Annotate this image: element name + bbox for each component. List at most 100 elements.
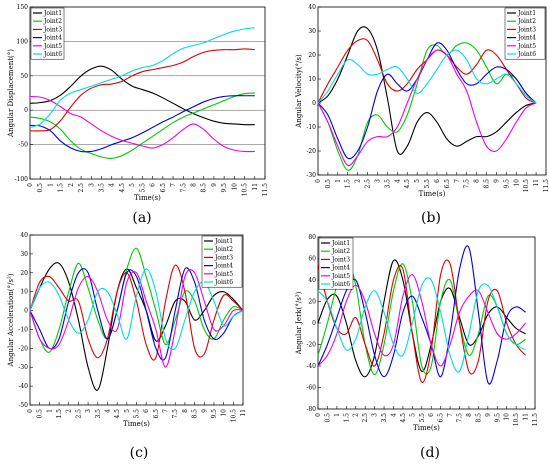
legend-entry: Joint1 [517, 10, 536, 17]
series-line-joint6 [317, 277, 526, 373]
x-tick-label: 11 [523, 413, 530, 421]
legend-entry: Joint2 [214, 246, 233, 253]
y-tick-label: 20 [20, 270, 28, 277]
x-tick-label: 9 [485, 413, 492, 417]
x-tick-label: 7.5 [180, 183, 187, 193]
x-tick-label: 0 [315, 413, 322, 417]
y-tick-label: 0 [312, 100, 316, 107]
x-tick-label: 9.5 [503, 179, 510, 189]
y-tick-label: 0 [312, 320, 316, 327]
y-tick-label: 10 [308, 76, 316, 83]
x-tick-label: 6 [150, 183, 157, 187]
legend-entry: Joint6 [43, 51, 62, 58]
x-tick-label: 8 [182, 409, 189, 413]
y-axis-label: Angular Displacement(°) [7, 49, 15, 138]
x-tick-label: 7 [447, 413, 454, 417]
x-tick-label: 8.5 [484, 179, 491, 189]
x-tick-label: 8 [466, 413, 473, 417]
y-tick-label: 40 [20, 232, 28, 239]
y-tick-label: -20 [306, 148, 316, 155]
series-line-joint5 [29, 269, 244, 368]
x-tick-label: 10 [231, 183, 238, 191]
x-axis-label: Time(s) [419, 190, 446, 198]
y-tick-label: -20 [306, 342, 316, 349]
series-line-joint1 [29, 262, 244, 391]
x-tick-label: 7 [163, 409, 170, 413]
x-tick-label: 5.5 [139, 183, 146, 193]
x-tick-label: 6.5 [438, 413, 445, 423]
y-tick-label: 150 [17, 4, 29, 11]
series-line-joint3 [29, 264, 244, 361]
x-tick-label: 2.5 [75, 409, 82, 419]
series-line-joint6 [317, 49, 537, 104]
y-tick-label: 100 [17, 38, 29, 45]
x-tick-label: 3 [374, 179, 381, 183]
x-tick-label: 7.5 [464, 179, 471, 189]
legend-entry: Joint3 [517, 26, 536, 33]
x-tick-label: 0.5 [324, 413, 331, 423]
y-axis-label: Angular Acceleration(°/s²) [7, 273, 15, 367]
y-tick-label: -40 [18, 383, 28, 390]
x-tick-label: 0.5 [37, 183, 44, 193]
x-tick-label: 1 [335, 179, 342, 183]
x-tick-label: 4.5 [119, 183, 126, 193]
y-tick-label: -30 [18, 364, 28, 371]
y-tick-label: 30 [308, 28, 316, 35]
x-tick-label: 1 [46, 409, 53, 413]
x-tick-label: 2.5 [78, 183, 85, 193]
x-tick-label: 3.5 [384, 179, 391, 189]
x-tick-label: 1 [47, 183, 54, 187]
y-tick-label: -40 [306, 363, 316, 370]
y-tick-label: 0 [24, 107, 28, 114]
x-tick-label: 4 [109, 183, 116, 187]
x-tick-label: 3.5 [381, 413, 388, 423]
series-line-joint5 [317, 49, 537, 167]
legend-entry: Joint3 [331, 256, 350, 263]
x-tick-label: 4.5 [400, 413, 407, 423]
x-tick-label: 7.5 [172, 409, 179, 419]
x-axis-label: Time(s) [123, 420, 150, 428]
x-tick-label: 7.5 [457, 413, 464, 423]
x-tick-label: 0 [315, 179, 322, 183]
x-tick-label: 2.5 [365, 179, 372, 189]
x-tick-label: 11.5 [543, 179, 550, 193]
y-tick-label: -50 [18, 402, 28, 409]
x-tick-label: 0.5 [37, 409, 44, 419]
legend-entry: Joint6 [331, 281, 350, 288]
x-tick-label: 5.5 [424, 179, 431, 189]
x-tick-label: 5 [409, 413, 416, 417]
series-line-joint2 [29, 247, 244, 353]
x-tick-label: 9.5 [221, 183, 228, 193]
y-tick-label: 20 [308, 299, 316, 306]
x-tick-label: 4.5 [404, 179, 411, 189]
x-tick-label: 9 [211, 183, 218, 187]
y-tick-label: -50 [18, 142, 28, 149]
legend-entry: Joint6 [517, 51, 536, 58]
x-axis-label: Time(s) [413, 424, 440, 432]
x-tick-label: 0 [27, 183, 34, 187]
legend-entry: Joint2 [331, 248, 350, 255]
x-tick-label: 11 [240, 409, 247, 417]
legend-entry: Joint3 [214, 254, 233, 261]
y-tick-label: -30 [306, 172, 316, 179]
x-tick-label: 6 [434, 179, 441, 183]
x-tick-label: 2.5 [362, 413, 369, 423]
x-tick-label: 10 [513, 179, 520, 187]
legend-entry: Joint5 [331, 273, 350, 280]
series-line-joint6 [29, 27, 255, 128]
plot-frame [29, 6, 266, 180]
series-line-joint1 [29, 65, 255, 126]
y-tick-label: 10 [20, 289, 28, 296]
y-tick-label: -80 [306, 406, 316, 413]
y-tick-label: 50 [20, 73, 28, 80]
legend-entry: Joint1 [331, 240, 350, 247]
x-tick-label: 3.5 [95, 409, 102, 419]
x-tick-label: 6 [143, 409, 150, 413]
y-tick-label: -100 [15, 176, 29, 183]
y-tick-label: -10 [306, 124, 316, 131]
